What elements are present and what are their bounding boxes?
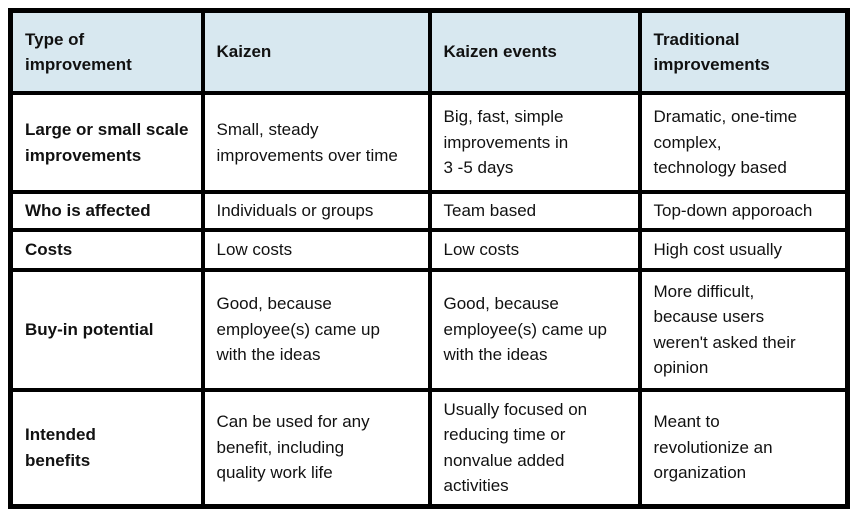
improvement-comparison-table: Type of improvement Kaizen Kaizen events… [8,8,850,509]
data-cell: Good, because employee(s) came up with t… [427,267,642,392]
data-cell: Low costs [200,227,432,272]
table-row-intended-benefits: Intended benefits Can be used for any be… [8,387,850,508]
data-cell: Team based [427,190,642,232]
data-cell: Dramatic, one-time complex, technology b… [637,91,850,194]
data-cell: Meant to revolutionize an organization [637,387,850,508]
data-cell: Small, steady improvements over time [200,91,432,194]
header-cell-kaizen: Kaizen [200,8,432,95]
row-label-cell: Costs [8,227,205,272]
data-cell: Big, fast, simple improvements in 3 -5 d… [427,91,642,194]
data-cell: Usually focused on reducing time or nonv… [427,387,642,508]
data-cell: Individuals or groups [200,190,432,232]
data-cell: Can be used for any benefit, including q… [200,387,432,508]
data-cell: Top-down apporoach [637,190,850,232]
data-cell: Good, because employee(s) came up with t… [200,267,432,392]
data-cell: More difficult, because users weren't as… [637,267,850,392]
row-label-cell: Who is affected [8,190,205,232]
table-row-who-is-affected: Who is affected Individuals or groups Te… [8,190,850,232]
row-label-cell: Large or small scale improvements [8,91,205,194]
header-cell-traditional-improvements: Traditional improvements [637,8,850,95]
table-row-costs: Costs Low costs Low costs High cost usua… [8,227,850,272]
header-cell-kaizen-events: Kaizen events [427,8,642,95]
row-label-cell: Intended benefits [8,387,205,508]
header-cell-type-of-improvement: Type of improvement [8,8,205,95]
data-cell: Low costs [427,227,642,272]
table-row-scale: Large or small scale improvements Small,… [8,91,850,194]
header-row: Type of improvement Kaizen Kaizen events… [8,8,850,95]
table-row-buy-in-potential: Buy-in potential Good, because employee(… [8,267,850,392]
row-label-cell: Buy-in potential [8,267,205,392]
comparison-table-container: Type of improvement Kaizen Kaizen events… [8,8,850,509]
data-cell: High cost usually [637,227,850,272]
